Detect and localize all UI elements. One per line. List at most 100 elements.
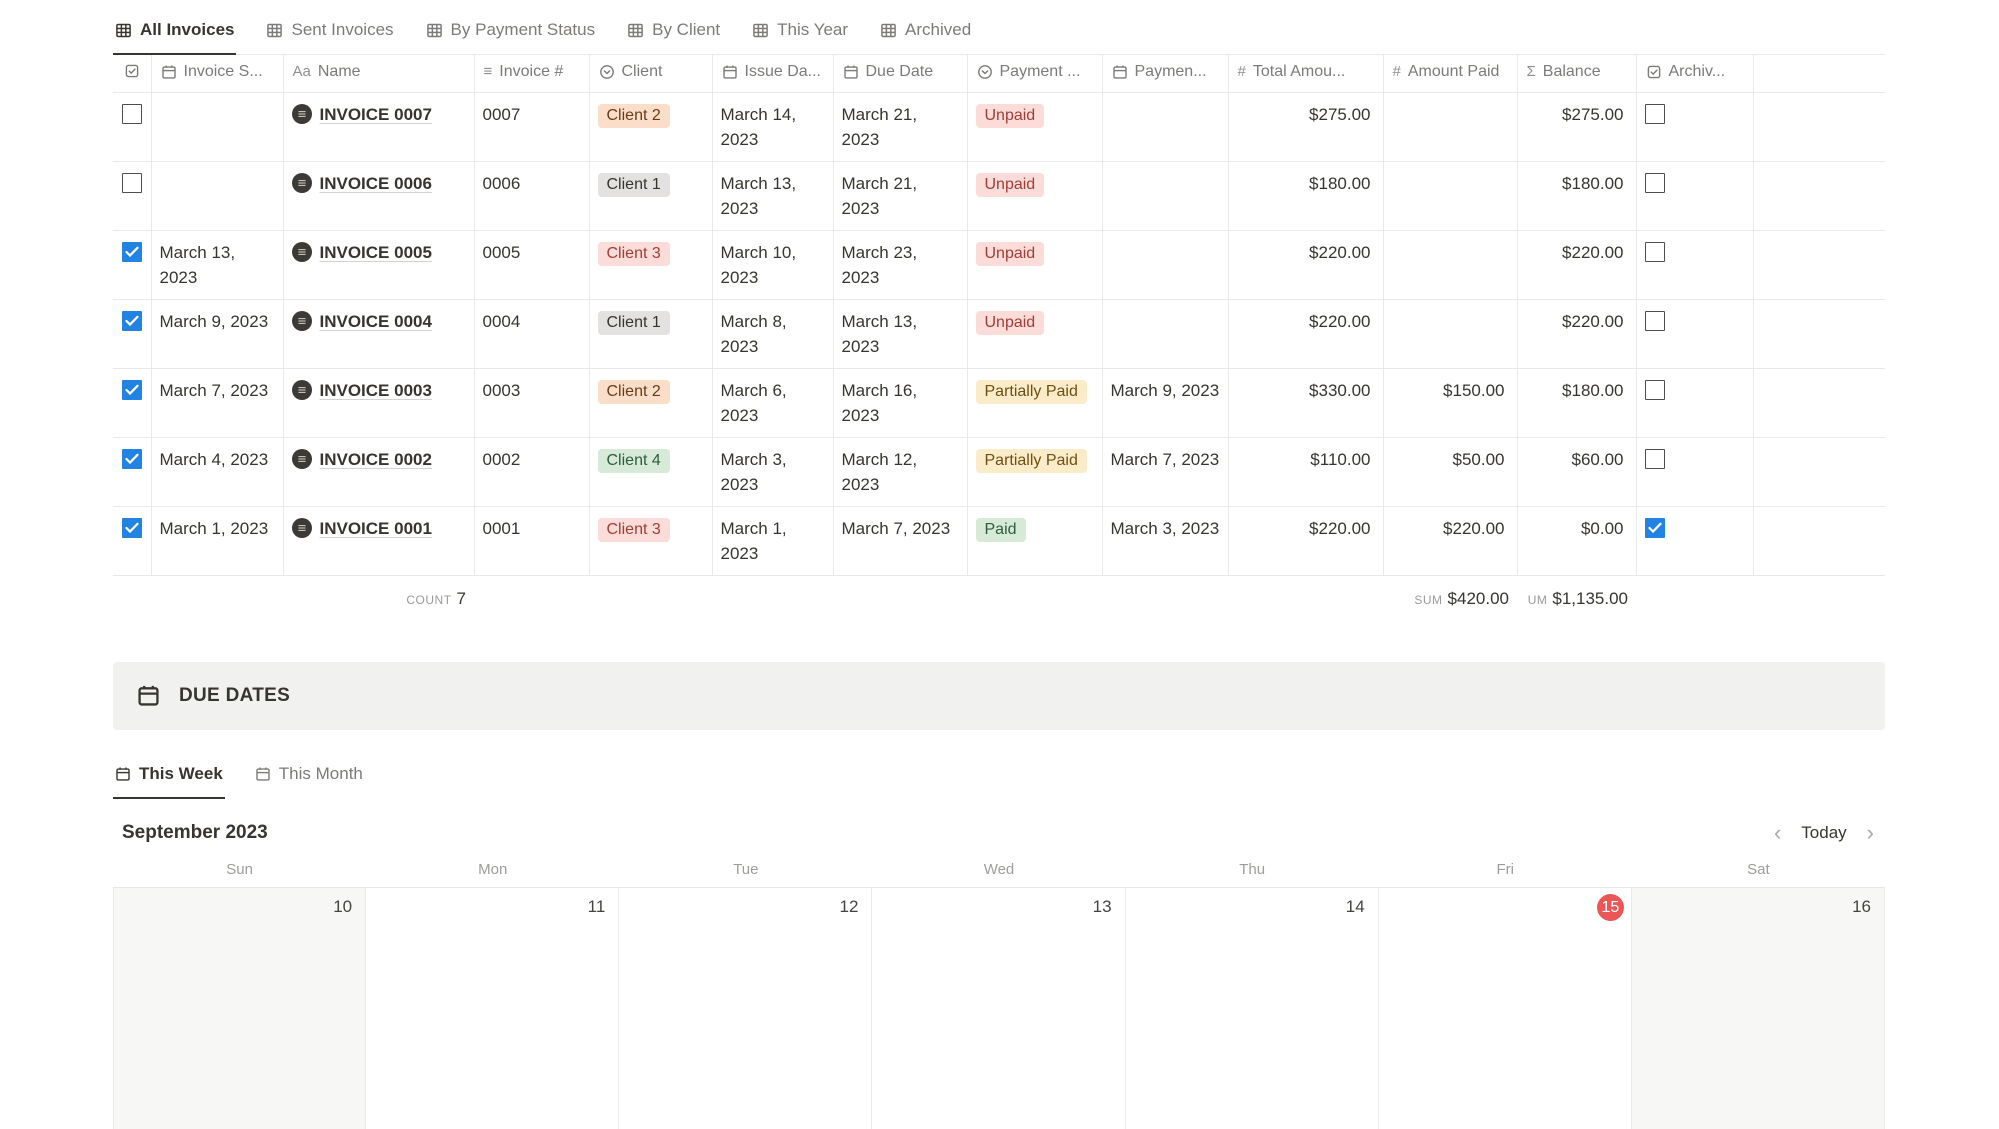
due-date-cell[interactable]: March 16, 2023 — [833, 368, 968, 438]
payment-date-cell[interactable] — [1102, 299, 1229, 369]
due-date-cell[interactable]: March 21, 2023 — [833, 161, 968, 231]
total-amount-cell[interactable]: $220.00 — [1228, 230, 1384, 300]
column-header-name[interactable]: Aa Name — [283, 55, 475, 93]
prev-month-icon[interactable]: ‹ — [1773, 819, 1782, 845]
due-date-cell[interactable]: March 23, 2023 — [833, 230, 968, 300]
invoice-page-link[interactable]: INVOICE 0005 — [319, 242, 432, 262]
archived-checkbox[interactable] — [1644, 379, 1665, 400]
payment-date-cell[interactable]: March 9, 2023 — [1102, 368, 1229, 438]
calendar-day-10[interactable]: 10 — [113, 887, 367, 1129]
calendar-day-11[interactable]: 11 — [366, 887, 620, 1129]
view-tab-this-year[interactable]: This Year — [750, 14, 850, 55]
payment-status-cell[interactable]: Partially Paid — [967, 437, 1103, 507]
column-header-issue-da[interactable]: Issue Da... — [712, 55, 834, 93]
invoice-number-cell[interactable]: 0006 — [474, 161, 590, 231]
column-header-archiv[interactable]: Archiv... — [1636, 55, 1754, 93]
invoice-number-cell[interactable]: 0003 — [474, 368, 590, 438]
payment-date-cell[interactable]: March 3, 2023 — [1102, 506, 1229, 576]
calendar-day-14[interactable]: 14 — [1125, 887, 1379, 1129]
payment-date-cell[interactable] — [1102, 92, 1229, 162]
row-select-checkbox[interactable] — [121, 448, 142, 469]
calendar-day-12[interactable]: 12 — [619, 887, 873, 1129]
payment-date-cell[interactable] — [1102, 230, 1229, 300]
client-cell[interactable]: Client 2 — [589, 368, 713, 438]
issue-date-cell[interactable]: March 8, 2023 — [712, 299, 834, 369]
view-tab-by-client[interactable]: By Client — [625, 14, 722, 55]
invoice-sent-cell[interactable]: March 9, 2023 — [151, 299, 284, 369]
amount-paid-cell[interactable]: $50.00 — [1383, 437, 1518, 507]
column-header-paymen[interactable]: Paymen... — [1102, 55, 1229, 93]
archived-checkbox[interactable] — [1644, 241, 1665, 262]
amount-paid-cell[interactable] — [1383, 299, 1518, 369]
archived-checkbox[interactable] — [1644, 103, 1665, 124]
total-amount-cell[interactable]: $180.00 — [1228, 161, 1384, 231]
total-amount-cell[interactable]: $220.00 — [1228, 506, 1384, 576]
due-date-cell[interactable]: March 13, 2023 — [833, 299, 968, 369]
invoice-sent-cell[interactable]: March 1, 2023 — [151, 506, 284, 576]
issue-date-cell[interactable]: March 1, 2023 — [712, 506, 834, 576]
invoice-page-link[interactable]: INVOICE 0001 — [319, 518, 432, 538]
calendar-tab-this-week[interactable]: This Week — [113, 758, 225, 799]
column-header-sel[interactable] — [113, 55, 152, 93]
issue-date-cell[interactable]: March 14, 2023 — [712, 92, 834, 162]
row-select-checkbox[interactable] — [121, 103, 142, 124]
payment-status-cell[interactable]: Paid — [967, 506, 1103, 576]
client-cell[interactable]: Client 1 — [589, 299, 713, 369]
issue-date-cell[interactable]: March 13, 2023 — [712, 161, 834, 231]
row-select-checkbox[interactable] — [121, 517, 142, 538]
calendar-day-13[interactable]: 13 — [872, 887, 1126, 1129]
column-header-balance[interactable]: Σ Balance — [1517, 55, 1637, 93]
archived-checkbox[interactable] — [1644, 517, 1665, 538]
payment-status-cell[interactable]: Unpaid — [967, 230, 1103, 300]
amount-paid-cell[interactable]: $150.00 — [1383, 368, 1518, 438]
due-date-cell[interactable]: March 21, 2023 — [833, 92, 968, 162]
calendar-day-16[interactable]: 16 — [1631, 887, 1885, 1129]
total-amount-cell[interactable]: $220.00 — [1228, 299, 1384, 369]
invoice-sent-cell[interactable]: March 4, 2023 — [151, 437, 284, 507]
invoice-sent-cell[interactable]: March 13, 2023 — [151, 230, 284, 300]
row-select-checkbox[interactable] — [121, 172, 142, 193]
issue-date-cell[interactable]: March 3, 2023 — [712, 437, 834, 507]
calendar-day-15[interactable]: 15 — [1378, 887, 1632, 1129]
invoice-page-link[interactable]: INVOICE 0006 — [319, 173, 432, 193]
payment-date-cell[interactable] — [1102, 161, 1229, 231]
payment-date-cell[interactable]: March 7, 2023 — [1102, 437, 1229, 507]
archived-checkbox[interactable] — [1644, 172, 1665, 193]
column-header-due-date[interactable]: Due Date — [833, 55, 968, 93]
archived-checkbox[interactable] — [1644, 310, 1665, 331]
client-cell[interactable]: Client 3 — [589, 230, 713, 300]
invoice-sent-cell[interactable]: March 7, 2023 — [151, 368, 284, 438]
calendar-tab-this-month[interactable]: This Month — [253, 758, 365, 799]
column-header-invoice[interactable]: ≡ Invoice # — [474, 55, 590, 93]
due-date-cell[interactable]: March 12, 2023 — [833, 437, 968, 507]
client-cell[interactable]: Client 2 — [589, 92, 713, 162]
view-tab-by-payment-status[interactable]: By Payment Status — [424, 14, 598, 55]
invoice-number-cell[interactable]: 0004 — [474, 299, 590, 369]
invoice-number-cell[interactable]: 0005 — [474, 230, 590, 300]
aggregate-sum-amount-paid[interactable]: SUM $420.00 — [1383, 575, 1517, 622]
aggregate-sum-balance[interactable]: UM $1,135.00 — [1517, 575, 1636, 622]
today-button[interactable]: Today — [1801, 822, 1847, 842]
view-tab-all-invoices[interactable]: All Invoices — [113, 14, 237, 55]
column-header-payment[interactable]: Payment ... — [967, 55, 1103, 93]
total-amount-cell[interactable]: $330.00 — [1228, 368, 1384, 438]
invoice-page-link[interactable]: INVOICE 0003 — [319, 380, 432, 400]
view-tab-archived[interactable]: Archived — [878, 14, 973, 55]
issue-date-cell[interactable]: March 6, 2023 — [712, 368, 834, 438]
invoice-sent-cell[interactable] — [151, 92, 284, 162]
client-cell[interactable]: Client 1 — [589, 161, 713, 231]
column-header-amount-paid[interactable]: # Amount Paid — [1383, 55, 1518, 93]
payment-status-cell[interactable]: Unpaid — [967, 92, 1103, 162]
due-date-cell[interactable]: March 7, 2023 — [833, 506, 968, 576]
client-cell[interactable]: Client 3 — [589, 506, 713, 576]
invoice-page-link[interactable]: INVOICE 0007 — [319, 104, 432, 124]
column-header-invoice-s[interactable]: Invoice S... — [151, 55, 284, 93]
aggregate-count[interactable]: COUNT 7 — [283, 575, 474, 622]
archived-checkbox[interactable] — [1644, 448, 1665, 469]
amount-paid-cell[interactable] — [1383, 161, 1518, 231]
amount-paid-cell[interactable] — [1383, 92, 1518, 162]
issue-date-cell[interactable]: March 10, 2023 — [712, 230, 834, 300]
total-amount-cell[interactable]: $275.00 — [1228, 92, 1384, 162]
payment-status-cell[interactable]: Partially Paid — [967, 368, 1103, 438]
payment-status-cell[interactable]: Unpaid — [967, 161, 1103, 231]
